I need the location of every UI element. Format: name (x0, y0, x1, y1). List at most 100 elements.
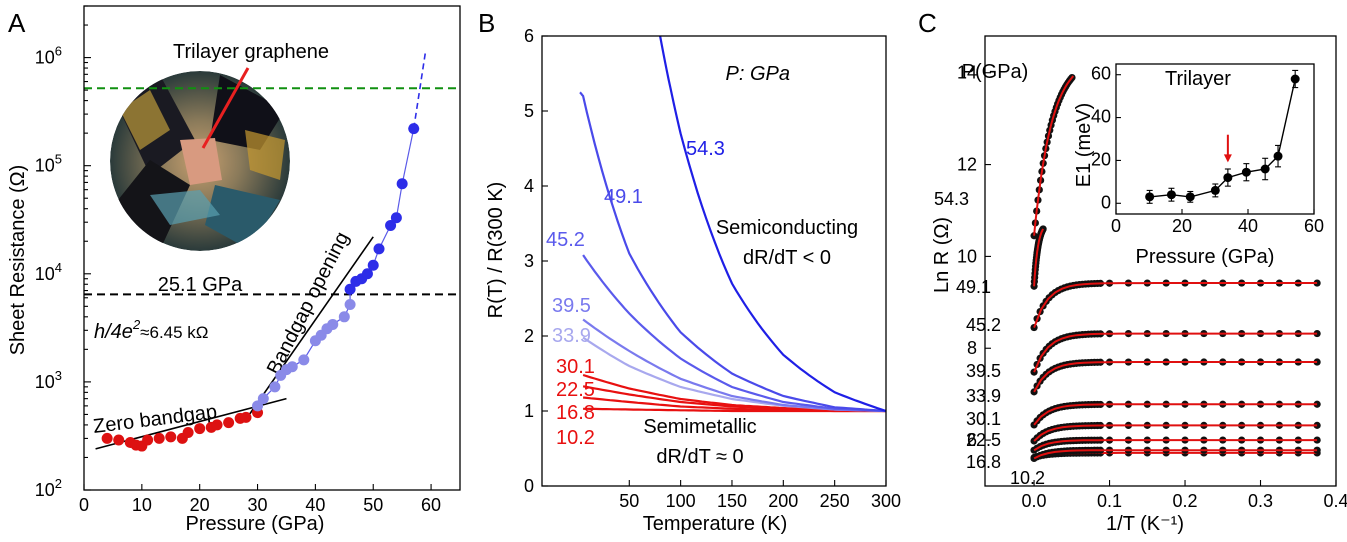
x-tick-label: 60 (421, 495, 441, 515)
series-line-30.1 (582, 373, 887, 413)
panel-c-ylabel: Ln R (Ω) (931, 217, 953, 293)
data-point-s2 (367, 259, 379, 271)
y-tick-label: 6 (524, 26, 534, 46)
data-point-49.1 (1313, 279, 1321, 287)
inset-x-tick-label: 20 (1172, 216, 1192, 236)
inset-c-title: Trilayer (1165, 68, 1231, 90)
quantum-label: h/4e2≈6.45 kΩ (94, 317, 209, 343)
panel-a: A Trilayer graphene 25.1 GPa h/4e2≈6.45 … (7, 5, 461, 535)
series-label-49.1: 49.1 (604, 186, 643, 208)
x-tick-label: 100 (666, 491, 696, 511)
panel-b-title: P: GPa (726, 63, 790, 85)
panel-c-title: P(GPa) (962, 61, 1029, 83)
series-label-16.8: 16.8 (556, 402, 595, 424)
inset-pointer (201, 67, 250, 149)
panel-a-frame (83, 5, 461, 491)
curve-label-49.1: 49.1 (956, 277, 991, 297)
inset-data-point (1185, 192, 1195, 202)
panel-b-ylabel: R(T) / R(300 K) (485, 182, 507, 319)
fit-curve-22.5 (1033, 439, 1318, 452)
series-line-54.3 (659, 35, 887, 413)
plot-b: 10.216.822.530.133.939.545.249.154.350 10… (524, 26, 901, 511)
y-tick-label: 105 (35, 152, 62, 176)
series-label-45.2: 45.2 (546, 229, 585, 251)
fit-curve-33.9 (1033, 403, 1318, 426)
data-point-s1 (257, 393, 269, 405)
inset-data-point (1241, 167, 1251, 177)
x-tick-label: 300 (871, 491, 901, 511)
data-point-s0 (142, 434, 154, 446)
plot-a: 0 10 20 30 40 50 60 102 103 104 105 106 (35, 5, 461, 515)
y-tick-label: 10 (957, 246, 977, 266)
data-point-s0 (113, 434, 125, 446)
inset-c-xlabel: Pressure (GPa) (1136, 246, 1275, 268)
inset-pressure: 25.1 GPa (158, 274, 243, 296)
x-tick-label: 150 (717, 491, 747, 511)
data-point-s0 (165, 431, 177, 443)
y-tick-label: 3 (524, 251, 534, 271)
data-point-30.1 (1313, 421, 1321, 429)
fit-curve-30.1 (1033, 424, 1318, 442)
y-tick-label: 2 (524, 326, 534, 346)
data-point-s0 (223, 417, 235, 429)
curve-label-45.2: 45.2 (966, 315, 1001, 335)
fit-line-1 (245, 236, 374, 420)
inset-y-tick-label: 20 (1091, 149, 1111, 169)
curve-label-22.5: 22.5 (966, 430, 1001, 450)
inset-y-tick-label: 60 (1091, 64, 1111, 84)
x-tick-label: 0.2 (1173, 491, 1198, 511)
inset-frame (1115, 63, 1315, 215)
curve-label-30.1: 30.1 (966, 409, 1001, 429)
data-point-33.9 (1313, 400, 1321, 408)
series-label-33.9: 33.9 (552, 325, 591, 347)
inset-y-tick-label: 0 (1101, 192, 1111, 212)
panel-c-frame (984, 35, 1337, 487)
semimetallic-label: Semimetallic (643, 416, 756, 438)
inset-y-tick-label: 40 (1091, 107, 1111, 127)
data-point-s2 (396, 178, 408, 190)
semiconducting-rule: dR/dT < 0 (743, 247, 831, 269)
data-point-s0 (182, 427, 194, 439)
fit-curve-49.1 (1033, 282, 1318, 328)
y-tick-label: 4 (524, 176, 534, 196)
y-tick-label: 106 (35, 44, 62, 68)
x-tick-label: 0.4 (1323, 491, 1347, 511)
panel-a-label: A (8, 8, 26, 38)
panel-c: C 54.3 49.1 45.2 39.5 33.9 30.122.516.8 10.2 0.… (918, 8, 1347, 535)
data-point-s1 (298, 354, 310, 366)
y-tick-label: 6 (967, 430, 977, 450)
inset-data-point (1210, 185, 1220, 195)
inset-data-point (1145, 192, 1155, 202)
x-tick-label: 20 (190, 495, 210, 515)
y-tick-label: 12 (957, 155, 977, 175)
data-point-s2 (344, 283, 356, 295)
inset-c: 0 20 40 60 0 20 40 60 Trilayer Pressure (GPa) E… (1073, 62, 1324, 268)
curve-label-54.3: 54.3 (934, 189, 969, 209)
x-tick-label: 50 (363, 495, 383, 515)
gap-opening-label: Bandgap opening (263, 229, 354, 379)
inset-data-point (1223, 173, 1233, 183)
data-point-s1 (286, 361, 298, 373)
panel-b-xlabel: Temperature (K) (643, 513, 788, 535)
x-tick-label: 30 (248, 495, 268, 515)
curve-label-16.8: 16.8 (966, 452, 1001, 472)
y-tick-label: 5 (524, 101, 534, 121)
extrapolation-line (412, 52, 427, 129)
data-point-s0 (211, 419, 223, 431)
fit-curve-45.2 (1033, 332, 1318, 373)
data-point-s1 (338, 311, 350, 323)
panel-c-xlabel: 1/T (K⁻¹) (1106, 513, 1184, 535)
x-tick-label: 40 (305, 495, 325, 515)
semimetallic-rule: dR/dT ≈ 0 (656, 446, 743, 468)
x-tick-label: 50 (619, 491, 639, 511)
plot-c: 54.3 49.1 45.2 39.5 33.9 30.122.516.8 10.2 0.0 0… (934, 35, 1347, 511)
y-tick-label: 102 (35, 476, 62, 500)
inset-c-plot: 0 20 40 60 0 20 40 60 (1091, 63, 1324, 236)
inset-data-point (1166, 190, 1176, 200)
curve-label-33.9: 33.9 (966, 386, 1001, 406)
data-point-54.3-high (1030, 232, 1038, 240)
y-tick-label: 8 (967, 338, 977, 358)
x-tick-label: 0.1 (1097, 491, 1122, 511)
inset-photo (110, 71, 290, 251)
